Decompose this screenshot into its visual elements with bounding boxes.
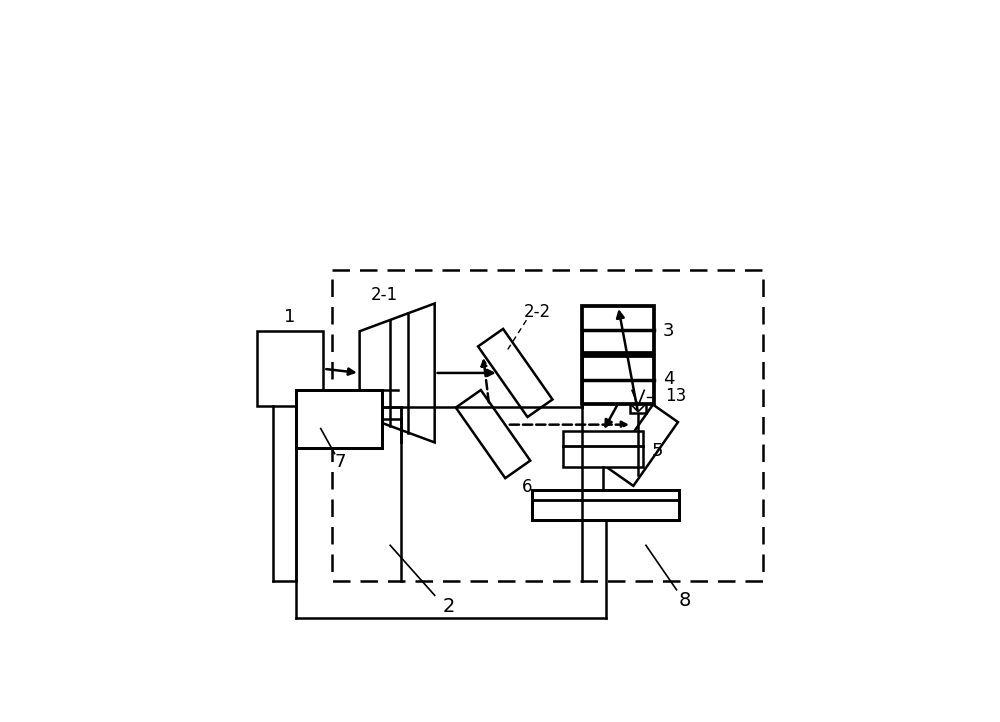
- Bar: [257, 331, 323, 406]
- Bar: [296, 390, 382, 448]
- Text: 4: 4: [663, 370, 674, 388]
- Text: 2-2: 2-2: [524, 303, 551, 321]
- Text: 13: 13: [665, 387, 687, 405]
- Bar: [582, 306, 654, 354]
- Polygon shape: [478, 329, 553, 417]
- Bar: [582, 356, 654, 404]
- Polygon shape: [456, 390, 530, 478]
- Text: 2-1: 2-1: [371, 286, 398, 304]
- Text: 1: 1: [284, 308, 296, 326]
- Text: 3: 3: [663, 322, 674, 340]
- Bar: [332, 270, 763, 581]
- Bar: [563, 431, 643, 467]
- Text: 2: 2: [442, 597, 455, 616]
- Text: 8: 8: [679, 591, 691, 610]
- Bar: [630, 383, 646, 413]
- Text: 5: 5: [651, 442, 663, 460]
- Text: 6: 6: [521, 478, 532, 496]
- Polygon shape: [360, 303, 435, 443]
- Text: 7: 7: [334, 453, 346, 471]
- Bar: [532, 490, 679, 521]
- Polygon shape: [608, 404, 678, 486]
